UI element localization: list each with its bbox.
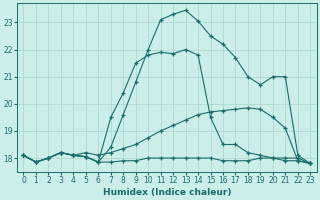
X-axis label: Humidex (Indice chaleur): Humidex (Indice chaleur) [103,188,231,197]
